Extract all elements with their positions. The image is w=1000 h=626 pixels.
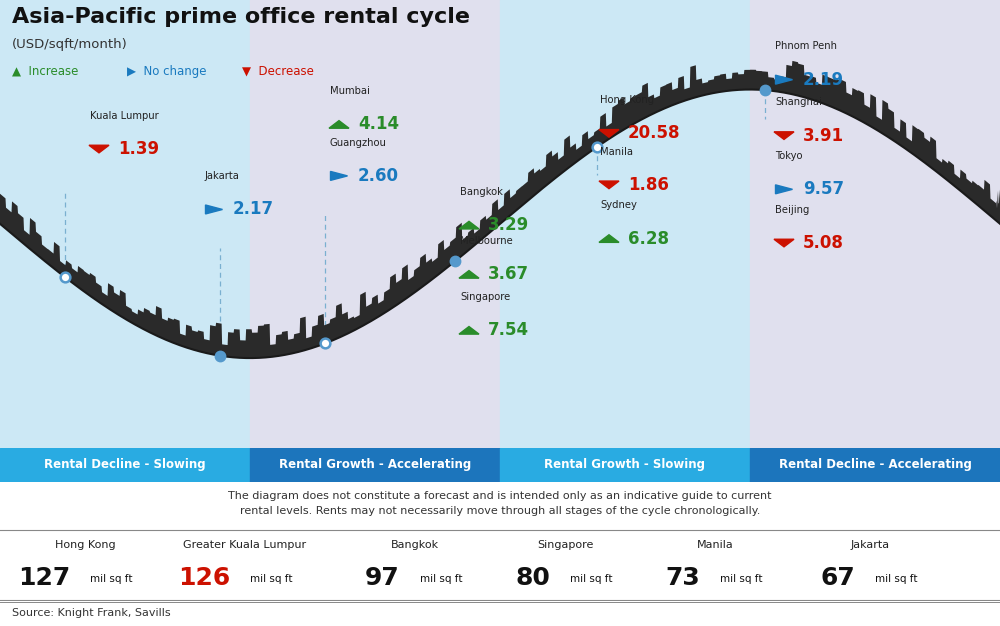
Polygon shape (599, 130, 619, 137)
Polygon shape (599, 181, 619, 188)
Polygon shape (774, 132, 794, 140)
Text: 6.28: 6.28 (628, 230, 669, 247)
Text: Source: Knight Frank, Savills: Source: Knight Frank, Savills (12, 608, 171, 618)
Bar (750, 448, 1000, 482)
Text: Rental Growth - Accelerating: Rental Growth - Accelerating (279, 458, 471, 471)
Polygon shape (206, 205, 222, 214)
Text: Phnom Penh: Phnom Penh (775, 41, 837, 51)
Polygon shape (89, 145, 109, 153)
Polygon shape (329, 121, 349, 128)
Bar (250, 448, 500, 482)
Text: 7.54: 7.54 (488, 321, 529, 339)
Text: Guangzhou: Guangzhou (330, 138, 387, 148)
Bar (250, 0, 500, 448)
Text: mil sq ft: mil sq ft (875, 575, 918, 584)
Polygon shape (459, 327, 479, 334)
Text: ▶  No change: ▶ No change (127, 65, 207, 78)
Text: Rental Decline - Accelerating: Rental Decline - Accelerating (779, 458, 971, 471)
Polygon shape (459, 222, 479, 229)
Text: 97: 97 (365, 566, 400, 590)
Polygon shape (330, 172, 348, 180)
Text: mil sq ft: mil sq ft (570, 575, 612, 584)
Polygon shape (776, 185, 792, 194)
Polygon shape (599, 235, 619, 242)
Text: Bangkok: Bangkok (391, 540, 439, 550)
Text: Beijing: Beijing (775, 205, 809, 215)
Text: 3.29: 3.29 (488, 216, 529, 234)
Text: 5.08: 5.08 (803, 234, 844, 252)
Bar (500, 448, 750, 482)
Text: Manila: Manila (697, 540, 733, 550)
Text: mil sq ft: mil sq ft (720, 575, 763, 584)
Text: 67: 67 (820, 566, 855, 590)
Text: The diagram does not constitute a forecast and is intended only as an indicative: The diagram does not constitute a foreca… (228, 491, 772, 516)
Text: 2.17: 2.17 (233, 200, 274, 218)
Text: (USD/sqft/month): (USD/sqft/month) (12, 38, 128, 51)
Text: Jakarta: Jakarta (850, 540, 890, 550)
Bar (750, 0, 1000, 448)
Text: 2.60: 2.60 (358, 167, 399, 185)
Text: Manila: Manila (600, 146, 633, 156)
Text: Kuala Lumpur: Kuala Lumpur (90, 111, 159, 121)
Text: Rental Decline - Slowing: Rental Decline - Slowing (44, 458, 206, 471)
Text: Shanghai: Shanghai (775, 98, 822, 108)
Text: 126: 126 (178, 566, 230, 590)
Text: Jakarta: Jakarta (205, 172, 240, 182)
Polygon shape (459, 270, 479, 278)
Text: 1.86: 1.86 (628, 176, 669, 194)
Polygon shape (774, 239, 794, 247)
Text: Rental Growth - Slowing: Rental Growth - Slowing (544, 458, 706, 471)
Text: mil sq ft: mil sq ft (250, 575, 292, 584)
Text: 73: 73 (665, 566, 700, 590)
Text: 80: 80 (515, 566, 550, 590)
Text: ▲  Increase: ▲ Increase (12, 65, 78, 78)
Text: 2.19: 2.19 (803, 71, 844, 89)
Text: 9.57: 9.57 (803, 180, 844, 198)
Text: ▼  Decrease: ▼ Decrease (242, 65, 314, 78)
Text: 3.67: 3.67 (488, 265, 529, 284)
Text: Singapore: Singapore (537, 540, 593, 550)
Text: Melbourne: Melbourne (460, 236, 513, 246)
Text: 4.14: 4.14 (358, 115, 399, 133)
Polygon shape (776, 75, 792, 84)
Text: Asia-Pacific prime office rental cycle: Asia-Pacific prime office rental cycle (12, 7, 470, 27)
Text: Singapore: Singapore (460, 292, 510, 302)
Text: 127: 127 (18, 566, 70, 590)
Bar (500, 0, 750, 448)
Text: 20.58: 20.58 (628, 125, 680, 142)
Text: 3.91: 3.91 (803, 126, 844, 145)
Text: mil sq ft: mil sq ft (420, 575, 462, 584)
Text: Mumbai: Mumbai (330, 86, 370, 96)
Text: mil sq ft: mil sq ft (90, 575, 132, 584)
Text: Hong Kong: Hong Kong (55, 540, 115, 550)
Bar (0, 448, 250, 482)
Text: Tokyo: Tokyo (775, 151, 802, 161)
Text: Hong Kong: Hong Kong (600, 95, 654, 105)
Text: Bangkok: Bangkok (460, 187, 503, 197)
Text: Sydney: Sydney (600, 200, 637, 210)
Text: Greater Kuala Lumpur: Greater Kuala Lumpur (183, 540, 307, 550)
Text: 1.39: 1.39 (118, 140, 159, 158)
Bar (0, 0, 250, 448)
